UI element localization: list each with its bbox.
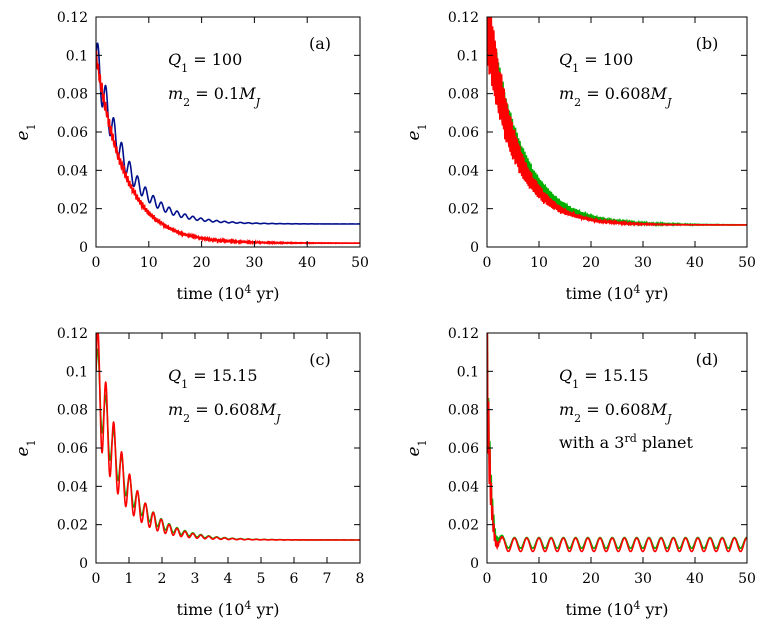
panel-label: (a) bbox=[309, 34, 331, 53]
y-tick-label: 0.1 bbox=[457, 364, 479, 380]
x-tick-label: 50 bbox=[738, 571, 756, 587]
x-tick-label: 0 bbox=[92, 571, 101, 587]
y-tick-label: 0.06 bbox=[448, 441, 479, 457]
annotation-q1: Q1 = 15.15 bbox=[168, 366, 258, 391]
panels: 0 10 20 30 40 5000.020.040.060.080.10.12time … bbox=[13, 10, 756, 619]
y-tick-label: 0.12 bbox=[57, 326, 88, 342]
x-tick-label: 1 bbox=[125, 571, 134, 587]
panel-label: (c) bbox=[309, 350, 330, 369]
series-line-planet-1-red- bbox=[96, 50, 360, 246]
annotation-m2: m2 = 0.608MJ bbox=[559, 400, 672, 425]
annotation-q1: Q1 = 100 bbox=[168, 50, 242, 75]
x-tick-label: 50 bbox=[351, 255, 369, 271]
y-tick-label: 0.06 bbox=[57, 441, 88, 457]
annotation-third-planet: with a 3rd planet bbox=[559, 432, 694, 453]
y-tick-label: 0 bbox=[470, 556, 479, 572]
panel-label: (b) bbox=[696, 34, 719, 53]
chart-panel-1: 0 10 20 30 40 50 0 0.02 0.04 0.06 0.08 0.1 0.12 time … bbox=[13, 10, 369, 303]
x-tick-label: 7 bbox=[323, 571, 332, 587]
x-tick-label: 0 bbox=[483, 571, 492, 587]
chart-panel-4: 0 10 20 30 40 50 0 0.02 0.04 0.06 0.08 0.1 0.12 time … bbox=[404, 326, 756, 619]
y-tick-label: 0.08 bbox=[448, 87, 479, 103]
x-axis-label: time (104 yr) bbox=[566, 599, 669, 620]
y-tick-label: 0 bbox=[79, 240, 88, 256]
y-tick-label: 0 bbox=[470, 240, 479, 256]
annotation-m2: m2 = 0.608MJ bbox=[168, 400, 281, 425]
chart-panel-3: 0 1 2 3 4 5 6 7 8 0 0.02 0.04 0.06 0.08 0.1 0.12 time (1… bbox=[13, 326, 364, 619]
y-tick-label: 0.04 bbox=[448, 479, 479, 495]
panel-label: (d) bbox=[696, 350, 719, 369]
y-tick-label: 0.02 bbox=[57, 518, 88, 534]
y-tick-label: 0.1 bbox=[66, 364, 88, 380]
y-axis-label: e1 bbox=[13, 123, 38, 140]
x-tick-label: 20 bbox=[582, 255, 600, 271]
x-tick-label: 40 bbox=[686, 571, 704, 587]
y-tick-label: 0.04 bbox=[57, 479, 88, 495]
y-tick-label: 0.08 bbox=[448, 403, 479, 419]
x-tick-label: 40 bbox=[686, 255, 704, 271]
y-axis-label: e1 bbox=[404, 123, 429, 140]
series-line-red bbox=[487, 17, 747, 227]
x-tick-label: 0 bbox=[483, 255, 492, 271]
x-tick-label: 40 bbox=[298, 255, 316, 271]
x-tick-label: 2 bbox=[158, 571, 167, 587]
y-tick-label: 0.08 bbox=[57, 87, 88, 103]
x-tick-label: 3 bbox=[191, 571, 200, 587]
y-tick-label: 0.06 bbox=[57, 125, 88, 141]
y-tick-label: 0.1 bbox=[457, 48, 479, 64]
x-tick-label: 30 bbox=[634, 571, 652, 587]
x-tick-label: 4 bbox=[224, 571, 233, 587]
y-tick-label: 0.06 bbox=[448, 125, 479, 141]
series-line-red bbox=[487, 333, 747, 553]
x-tick-label: 8 bbox=[356, 571, 365, 587]
annotation-m2: m2 = 0.608MJ bbox=[559, 84, 672, 109]
y-tick-label: 0.12 bbox=[448, 326, 479, 342]
x-tick-label: 5 bbox=[257, 571, 266, 587]
x-tick-label: 20 bbox=[582, 571, 600, 587]
x-axis-label: time (104 yr) bbox=[177, 283, 280, 304]
y-tick-label: 0.08 bbox=[57, 403, 88, 419]
x-tick-label: 10 bbox=[140, 255, 158, 271]
y-tick-label: 0.02 bbox=[448, 518, 479, 534]
x-tick-label: 0 bbox=[92, 255, 101, 271]
y-axis-label: e1 bbox=[13, 439, 38, 456]
x-tick-label: 10 bbox=[530, 255, 548, 271]
x-tick-label: 50 bbox=[738, 255, 756, 271]
series-line-planet-1-blue- bbox=[96, 42, 360, 225]
y-tick-label: 0.1 bbox=[66, 48, 88, 64]
annotation-m2: m2 = 0.1MJ bbox=[168, 84, 261, 109]
annotation-q1: Q1 = 15.15 bbox=[559, 366, 649, 391]
y-tick-label: 0.04 bbox=[448, 163, 479, 179]
annotation-q1: Q1 = 100 bbox=[559, 50, 633, 75]
x-axis-label: time (104 yr) bbox=[177, 599, 280, 620]
x-tick-label: 30 bbox=[634, 255, 652, 271]
y-tick-label: 0.04 bbox=[57, 163, 88, 179]
y-tick-label: 0 bbox=[79, 556, 88, 572]
x-tick-label: 30 bbox=[245, 255, 263, 271]
x-axis-label: time (104 yr) bbox=[566, 283, 669, 304]
y-tick-label: 0.02 bbox=[57, 202, 88, 218]
y-axis-label: e1 bbox=[404, 439, 429, 456]
y-tick-label: 0.12 bbox=[57, 10, 88, 26]
y-tick-label: 0.12 bbox=[448, 10, 479, 26]
x-tick-label: 20 bbox=[193, 255, 211, 271]
series-line-red bbox=[96, 333, 360, 541]
x-tick-label: 10 bbox=[530, 571, 548, 587]
x-tick-label: 6 bbox=[290, 571, 299, 587]
chart-panel-2: 0 10 20 30 40 50 0 0.02 0.04 0.06 0.08 0.1 0.12 time … bbox=[404, 10, 756, 304]
y-tick-label: 0.02 bbox=[448, 202, 479, 218]
